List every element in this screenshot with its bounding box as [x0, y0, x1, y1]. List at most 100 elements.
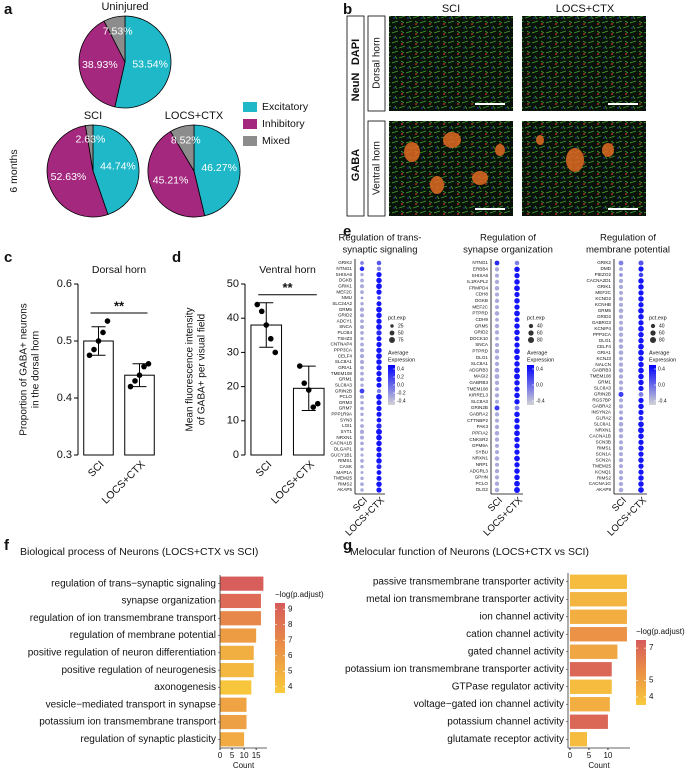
expression-dot — [618, 404, 624, 409]
chart-title: Dorsal horn — [92, 264, 146, 276]
expression-dot — [376, 382, 382, 388]
expression-dot — [638, 272, 644, 278]
gene-label: TSHZ3 — [337, 336, 352, 341]
expression-dot — [376, 388, 382, 394]
pie-value-label: 2.63% — [76, 134, 106, 146]
gene-label: GABRA2 — [469, 412, 488, 417]
expression-dot — [638, 302, 644, 308]
size-legend-label: 40 — [659, 323, 665, 329]
pie-slice — [169, 124, 195, 173]
expression-dot — [494, 450, 500, 455]
expression-dot — [494, 412, 500, 417]
x-tick-label: LOCS+CTX — [100, 459, 148, 507]
gene-label: GRIK1 — [597, 284, 611, 289]
color-bar-label: 0.4 — [397, 366, 404, 372]
gene-label: KCNJ3 — [596, 356, 611, 361]
gene-label: ADGRB3 — [469, 367, 488, 372]
gene-label: SHISA6 — [472, 273, 489, 278]
expression-dot — [618, 446, 624, 451]
expression-dot — [360, 476, 364, 481]
expression-dot — [376, 359, 382, 365]
color-bar — [275, 603, 285, 693]
expression-dot — [494, 399, 500, 404]
y-tick-label: 30 — [227, 346, 239, 358]
expression-dot — [514, 266, 520, 273]
color-bar-label: 0.0 — [658, 382, 665, 388]
expression-dot — [376, 376, 382, 383]
expression-dot — [638, 487, 644, 493]
category-label: axonogenesis — [154, 682, 216, 693]
expression-dot — [360, 482, 364, 487]
size-legend-label: 80 — [537, 337, 543, 343]
gene-label: DOCK10 — [470, 336, 489, 341]
category-label: cation channel activity — [466, 629, 564, 640]
color-bar-label: 0.4 — [536, 366, 543, 372]
pie-slice — [78, 20, 126, 108]
expression-dot — [638, 260, 644, 266]
expression-dot — [360, 412, 364, 417]
expression-dot — [618, 475, 624, 481]
expression-dot — [376, 289, 382, 295]
x-tick-label: 10 — [240, 751, 249, 760]
expression-dot — [638, 397, 644, 404]
gene-label: ADGRL3 — [470, 468, 489, 473]
expression-dot — [360, 319, 364, 324]
expression-dot — [514, 260, 520, 266]
expression-dot — [376, 405, 382, 412]
expression-dot — [638, 439, 644, 445]
gene-label: CDH9 — [475, 317, 488, 322]
expression-dot — [494, 323, 500, 329]
gene-label: GRIN2B — [594, 392, 611, 397]
color-bar-title: −log(p.adjust) — [275, 590, 324, 599]
category-label: regulation of membrane potential — [70, 630, 216, 641]
gene-label: DLG1 — [476, 355, 488, 360]
expression-dot — [514, 329, 520, 336]
gene-label: GRM5 — [598, 308, 612, 313]
expression-dot — [514, 468, 520, 474]
expression-dot — [618, 374, 624, 379]
expression-dot — [376, 423, 382, 429]
gene-label: NRXN1 — [336, 435, 352, 440]
y-tick-label: 0.6 — [57, 278, 72, 290]
expression-dot — [618, 457, 624, 463]
expression-dot — [494, 292, 500, 297]
gene-label: SCN2A — [596, 457, 612, 462]
gene-label: SYBU — [475, 449, 488, 454]
color-bar-label: -0.2 — [397, 390, 406, 396]
expression-dot — [494, 462, 500, 467]
panel-label: c — [4, 249, 12, 266]
gene-label: SHISA6 — [336, 272, 353, 277]
expression-dot — [638, 433, 644, 439]
color-legend-title: Expression — [649, 357, 676, 363]
pie-value-label: 7.53% — [103, 25, 133, 37]
category-label: potassium ion transmembrane transport — [39, 717, 216, 728]
category-label: GTPase regulator activity — [452, 681, 564, 692]
expression-dot — [376, 301, 382, 307]
expression-dot — [376, 341, 382, 348]
color-bar-label: 4 — [649, 692, 654, 701]
expression-dot — [494, 393, 500, 398]
expression-dot — [638, 469, 644, 475]
expression-dot — [618, 368, 624, 373]
category-label: regulation of trans−synaptic signaling — [51, 578, 216, 589]
micrograph — [522, 16, 646, 111]
expression-dot — [514, 285, 520, 292]
expression-dot — [618, 452, 624, 457]
gene-label: MEF2C — [336, 289, 352, 294]
color-legend-title: Expression — [527, 357, 554, 363]
expression-dot — [618, 320, 624, 325]
gene-label: RGS7BP — [592, 398, 611, 403]
x-tick-label: 5 — [587, 751, 592, 760]
legend-swatch — [243, 136, 257, 146]
color-legend-title: Average — [649, 350, 669, 356]
expression-dot — [618, 344, 624, 349]
expression-dot — [494, 361, 500, 367]
color-bar-title: −log(p.adjust) — [636, 627, 685, 636]
gene-label: MAP1A — [336, 470, 353, 475]
x-tick-label: LOCS+CTX — [481, 495, 525, 539]
gene-label: PTPRD — [472, 348, 488, 353]
expression-dot — [376, 353, 382, 359]
expression-dot — [376, 347, 382, 354]
chart-title: membrane potential — [586, 245, 670, 256]
bar — [569, 644, 618, 659]
